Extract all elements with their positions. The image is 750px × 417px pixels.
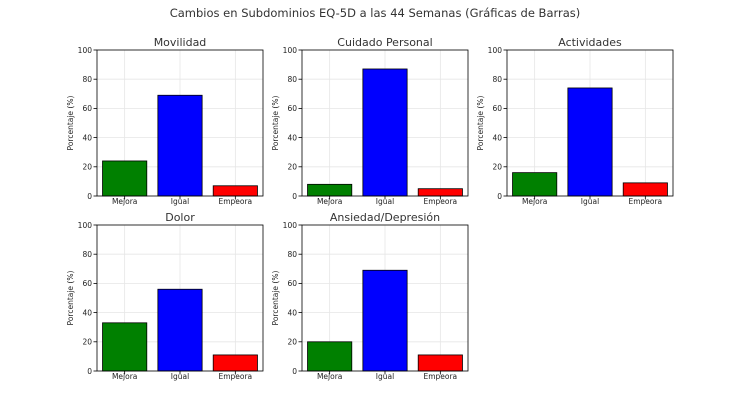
x-tick-label: Igual — [171, 372, 189, 381]
x-tick-label: Empeora — [218, 197, 252, 206]
y-tick-label: 20 — [82, 338, 92, 347]
subplot-title: Actividades — [558, 36, 622, 49]
bar-igual — [362, 68, 408, 197]
bar-igual — [157, 94, 203, 197]
y-tick-label: 100 — [78, 46, 93, 55]
y-tick-label: 40 — [492, 133, 502, 142]
x-tick-label: Mejora — [317, 372, 342, 381]
bar-mejora — [102, 322, 148, 372]
y-tick-label: 60 — [82, 104, 92, 113]
y-tick-label: 40 — [82, 133, 92, 142]
subplot-5: 0 20 40 60 80 100 Mejora Igual Empeora Ansiedad/D… — [271, 211, 469, 381]
y-tick-label: 60 — [82, 279, 92, 288]
subplot-3: 0 20 40 60 80 100 Mejora Igual Empeora Actividade… — [476, 36, 674, 206]
y-tick-label: 60 — [492, 104, 502, 113]
bar-empeora — [417, 188, 463, 197]
y-tick-label: 40 — [287, 308, 297, 317]
y-tick-label: 60 — [287, 104, 297, 113]
subplot-2: 0 20 40 60 80 100 Mejora Igual Empeora Cuidado Pe… — [271, 36, 469, 206]
y-axis-label: Porcentaje (%) — [271, 96, 280, 151]
y-axis-label: Porcentaje (%) — [66, 271, 75, 326]
y-tick-label: 80 — [287, 250, 297, 259]
bar-mejora — [512, 172, 558, 197]
y-tick-label: 0 — [87, 367, 92, 376]
y-tick-label: 0 — [292, 192, 297, 201]
figure-title: Cambios en Subdominios EQ-5D a las 44 Se… — [169, 6, 581, 20]
x-tick-label: Mejora — [522, 197, 547, 206]
y-tick-label: 0 — [87, 192, 92, 201]
bar-mejora — [307, 183, 353, 197]
subplot-title: Ansiedad/Depresión — [330, 211, 440, 224]
x-tick-label: Empeora — [423, 372, 457, 381]
x-tick-label: Mejora — [317, 197, 342, 206]
subplot-4: 0 20 40 60 80 100 Mejora Igual Empeora Dolor Porce… — [66, 211, 264, 381]
y-tick-label: 100 — [283, 46, 298, 55]
y-tick-label: 80 — [287, 75, 297, 84]
y-tick-label: 20 — [287, 163, 297, 172]
bar-empeora — [417, 354, 463, 372]
y-tick-label: 80 — [82, 250, 92, 259]
y-tick-label: 100 — [78, 221, 93, 230]
y-tick-label: 80 — [82, 75, 92, 84]
bar-igual — [362, 269, 408, 372]
y-tick-label: 60 — [287, 279, 297, 288]
x-tick-label: Mejora — [112, 372, 137, 381]
bar-igual — [157, 288, 203, 372]
y-tick-label: 20 — [287, 338, 297, 347]
bar-empeora — [622, 182, 668, 197]
y-tick-label: 100 — [283, 221, 298, 230]
x-tick-label: Igual — [581, 197, 599, 206]
x-tick-label: Empeora — [423, 197, 457, 206]
y-tick-label: 20 — [492, 163, 502, 172]
y-tick-label: 0 — [497, 192, 502, 201]
y-tick-label: 20 — [82, 163, 92, 172]
y-tick-label: 0 — [292, 367, 297, 376]
subplot-title: Cuidado Personal — [337, 36, 432, 49]
x-tick-label: Mejora — [112, 197, 137, 206]
subplot-1: 0 20 40 60 80 100 Mejora Igual Empeora Movilidad P… — [66, 36, 264, 206]
x-tick-label: Igual — [376, 197, 394, 206]
y-axis-label: Porcentaje (%) — [271, 271, 280, 326]
y-axis-label: Porcentaje (%) — [66, 96, 75, 151]
bar-empeora — [212, 185, 258, 197]
y-tick-label: 40 — [82, 308, 92, 317]
bar-empeora — [212, 354, 258, 372]
bar-mejora — [102, 160, 148, 197]
x-tick-label: Empeora — [218, 372, 252, 381]
y-axis-label: Porcentaje (%) — [476, 96, 485, 151]
subplot-title: Dolor — [165, 211, 195, 224]
x-tick-label: Igual — [376, 372, 394, 381]
subplot-title: Movilidad — [154, 36, 207, 49]
bar-igual — [567, 87, 613, 197]
bar-mejora — [307, 341, 353, 372]
x-tick-label: Igual — [171, 197, 189, 206]
y-tick-label: 100 — [488, 46, 503, 55]
y-tick-label: 80 — [492, 75, 502, 84]
y-tick-label: 40 — [287, 133, 297, 142]
x-tick-label: Empeora — [628, 197, 662, 206]
